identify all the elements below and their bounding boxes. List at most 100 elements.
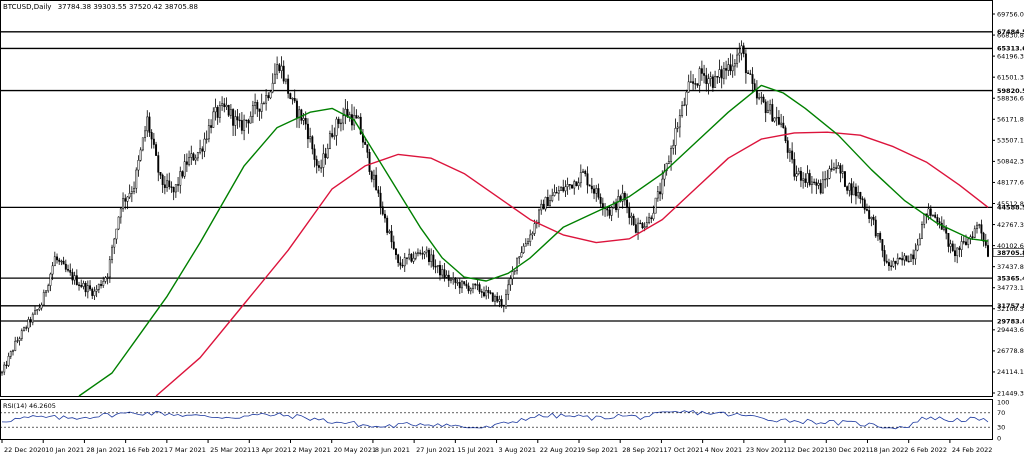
candle <box>357 115 360 119</box>
candle <box>23 326 25 332</box>
candle <box>205 130 208 144</box>
candle <box>234 110 237 136</box>
candle <box>223 97 226 113</box>
candle <box>898 257 901 260</box>
main-pane-frame <box>0 0 993 397</box>
candle <box>425 246 428 258</box>
candle <box>64 259 67 273</box>
candle <box>650 215 653 224</box>
candle <box>584 169 587 177</box>
candle <box>75 269 78 286</box>
candle <box>861 196 864 208</box>
candle <box>766 100 769 114</box>
candle <box>53 251 56 267</box>
candle <box>56 253 58 264</box>
candle <box>108 256 111 283</box>
candle <box>128 184 131 199</box>
candle <box>896 253 899 266</box>
candle <box>267 92 270 101</box>
candle <box>271 73 274 94</box>
candle <box>16 336 19 344</box>
candle <box>254 93 257 115</box>
candle <box>769 99 772 115</box>
candle <box>843 171 846 188</box>
candle <box>71 268 74 285</box>
candle <box>386 215 389 236</box>
candle <box>894 260 897 270</box>
candle <box>595 184 598 202</box>
candle <box>841 164 844 179</box>
candle <box>808 169 811 187</box>
rsi-tick-label: 100 <box>997 398 1009 406</box>
candle <box>212 107 215 129</box>
date-tick-label: 9 Sep 2021 <box>581 446 618 454</box>
candle <box>469 287 472 295</box>
candle <box>51 261 54 281</box>
rsi-pane-frame <box>0 399 993 440</box>
candle <box>474 283 477 290</box>
date-tick-label: 2 May 2021 <box>292 446 330 454</box>
candle <box>1 370 3 376</box>
candle <box>956 247 959 264</box>
candle <box>617 189 620 218</box>
candle <box>366 144 369 159</box>
candle <box>161 173 164 193</box>
candle <box>881 239 884 258</box>
date-tick-label: 12 Dec 2021 <box>787 446 829 454</box>
candle <box>606 206 609 217</box>
candle <box>410 253 413 263</box>
level-label: 31757.81 <box>997 302 1024 310</box>
sma-short-line <box>78 84 989 397</box>
candle <box>25 325 28 331</box>
candle <box>848 182 851 197</box>
candle <box>322 144 325 177</box>
candle <box>502 304 505 313</box>
candle <box>333 127 336 140</box>
candle <box>166 173 169 192</box>
candle <box>306 118 309 149</box>
candle <box>749 69 752 75</box>
candle <box>238 113 241 128</box>
candle <box>593 185 596 200</box>
candle <box>546 189 549 207</box>
price-tick-label: 64196.32 <box>997 52 1024 60</box>
price-tick-label: 48177.60 <box>997 179 1024 187</box>
candle <box>42 289 45 306</box>
candle <box>758 92 761 101</box>
date-tick-label: 20 May 2021 <box>334 446 376 454</box>
price-tick-label: 29443.60 <box>997 326 1024 334</box>
candle <box>111 244 114 264</box>
candle <box>718 59 721 84</box>
candle <box>868 205 871 224</box>
candle <box>463 281 466 286</box>
candle <box>122 192 125 212</box>
candle <box>423 251 426 260</box>
candle <box>284 78 287 85</box>
candle <box>505 289 507 309</box>
date-tick-label: 8 Jun 2021 <box>375 446 410 454</box>
date-tick-label: 15 Jul 2021 <box>457 446 494 454</box>
candle <box>14 336 17 352</box>
candle <box>414 251 417 261</box>
candle <box>524 238 527 247</box>
candle <box>199 139 202 155</box>
candle <box>810 175 813 194</box>
candle <box>575 181 578 187</box>
candle <box>487 286 490 299</box>
candle <box>859 191 862 204</box>
candle <box>291 97 294 105</box>
level-label: 35365.42 <box>997 274 1024 282</box>
candle <box>777 110 780 126</box>
candle <box>458 277 461 294</box>
symbol-label: BTCUSD,Daily <box>3 3 51 11</box>
sma-long-line <box>155 131 989 397</box>
candle <box>29 316 32 328</box>
candle <box>980 219 983 241</box>
candle <box>159 171 162 179</box>
candle <box>819 179 822 195</box>
candle <box>146 110 149 138</box>
candle <box>3 361 6 376</box>
candle <box>835 159 838 174</box>
candle <box>478 282 481 295</box>
price-tick-label: 45512.85 <box>997 200 1024 208</box>
